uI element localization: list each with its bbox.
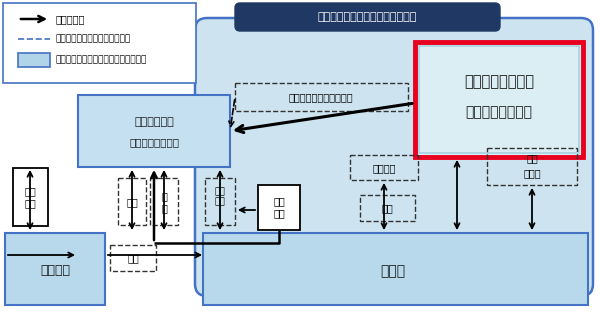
Text: 後見人が代理人として行う取引: 後見人が代理人として行う取引 [56,35,131,43]
Bar [3,3,196,83]
FancyBboxPatch shape [235,3,500,31]
Text: （被後見人口座）: （被後見人口座） [129,137,179,147]
Bar [419,46,579,153]
Bar [235,83,408,111]
Text: 振込
送金: 振込 送金 [24,186,36,208]
Bar [415,42,583,157]
Text: 他人口座: 他人口座 [40,265,70,278]
Bar [203,233,588,305]
Text: 口座開設: 口座開設 [372,163,396,173]
Text: 払戻し: 払戻し [523,168,541,178]
Text: 資金の流れ: 資金の流れ [56,14,85,24]
Text: 送金: 送金 [127,253,139,263]
Text: 成年後見支援貯金: 成年後見支援貯金 [464,75,534,89]
Text: 家庭裁判所の指示書が必要となる取引: 家庭裁判所の指示書が必要となる取引 [56,55,148,65]
Bar [360,195,415,221]
Text: 自動振込による定額送金: 自動振込による定額送金 [289,92,353,102]
Text: 入金: 入金 [381,203,393,213]
Text: 後見人: 後見人 [380,264,406,278]
Bar [150,178,178,225]
Text: 小口普通貯金: 小口普通貯金 [134,117,174,127]
Bar [118,178,146,225]
Text: 振込
送金: 振込 送金 [273,196,285,218]
Bar [258,185,300,230]
Text: 入
金: 入 金 [161,191,167,213]
Bar [5,233,105,305]
Bar [110,245,156,271]
Bar [78,95,230,167]
FancyBboxPatch shape [195,18,593,296]
Text: 払い
戻し: 払い 戻し [215,187,226,207]
Bar [13,168,48,226]
Text: 家庭裁判所の指示書によるお取引: 家庭裁判所の指示書によるお取引 [317,12,416,22]
Bar [18,53,50,67]
Bar [205,178,235,225]
Bar [350,155,418,180]
Text: 解約: 解約 [526,153,538,163]
Bar [487,148,577,185]
Text: 送金: 送金 [126,197,138,207]
Text: （資金滞留口座）: （資金滞留口座） [466,105,533,119]
